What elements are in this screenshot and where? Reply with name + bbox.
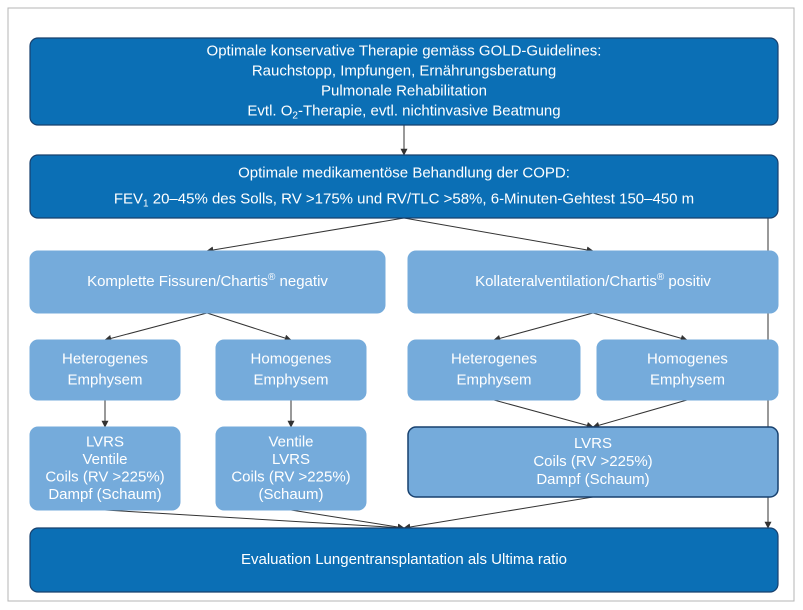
text-part: Dampf (Schaum): [536, 471, 649, 488]
node-text: FEV1 20–45% des Solls, RV >175% und RV/T…: [114, 190, 694, 209]
node: Evaluation Lungentransplantation als Ult…: [29, 527, 779, 593]
node-text: (Schaum): [258, 486, 323, 503]
text-part: ®: [657, 272, 665, 283]
node-box: [29, 250, 386, 314]
node-text: Optimale konservative Therapie gemäss GO…: [207, 42, 602, 59]
text-part: Emphysem: [456, 371, 531, 388]
node-text: Coils (RV >225%): [45, 468, 164, 485]
node-text: Pulmonale Rehabilitation: [321, 82, 487, 99]
frame: [7, 7, 795, 602]
node: Homogenes Emphysem: [215, 339, 367, 401]
text-part: 1: [143, 198, 149, 209]
node-text: Coils (RV >225%): [533, 453, 652, 470]
text-part: negativ: [275, 273, 328, 290]
text-part: Heterogenes: [62, 350, 148, 367]
node-box: [29, 37, 779, 126]
text-part: Pulmonale Rehabilitation: [321, 82, 487, 99]
node-box: [596, 339, 779, 401]
node: Optimale medikamentöse Behandlung der CO…: [29, 154, 779, 219]
text-part: -Therapie, evtl. nichtinvasive Beatmung: [298, 102, 561, 119]
node-box: [407, 339, 581, 401]
node-text: Dampf (Schaum): [48, 486, 161, 503]
node: Homogenes Emphysem: [596, 339, 779, 401]
node: Heterogenes Emphysem: [29, 339, 181, 401]
text-part: LVRS: [272, 451, 310, 468]
text-part: LVRS: [86, 433, 124, 450]
text-part: FEV: [114, 190, 143, 207]
node-text: Emphysem: [253, 371, 328, 388]
text-part: Ventile: [82, 451, 127, 468]
node-text: Evtl. O2-Therapie, evtl. nichtinvasive B…: [247, 102, 560, 121]
node-box: [29, 339, 181, 401]
node: Komplette Fissuren/Chartis® negativ: [29, 250, 386, 314]
text-part: Emphysem: [650, 371, 725, 388]
text-part: ®: [268, 272, 276, 283]
text-part: Kollateralventilation/Chartis: [475, 273, 657, 290]
node-text: Kollateralventilation/Chartis® positiv: [475, 272, 711, 290]
text-part: Coils (RV >225%): [231, 468, 350, 485]
text-part: Evtl. O: [247, 102, 292, 119]
node-box: [29, 426, 181, 511]
node-text: Homogenes: [251, 350, 332, 367]
text-part: Emphysem: [67, 371, 142, 388]
node-box: [407, 426, 779, 498]
node-text: Emphysem: [67, 371, 142, 388]
node-text: Homogenes: [647, 350, 728, 367]
node: Kollateralventilation/Chartis® positiv: [407, 250, 779, 314]
text-part: Coils (RV >225%): [45, 468, 164, 485]
node-box: [407, 250, 779, 314]
node-text: Emphysem: [650, 371, 725, 388]
node-text: Ventile: [82, 451, 127, 468]
text-part: Dampf (Schaum): [48, 486, 161, 503]
text-part: Optimale medikamentöse Behandlung der CO…: [238, 164, 570, 181]
text-part: 2: [292, 110, 298, 121]
text-part: Emphysem: [253, 371, 328, 388]
node-text: Komplette Fissuren/Chartis® negativ: [87, 272, 328, 290]
node-text: LVRS: [86, 433, 124, 450]
text-part: Evaluation Lungentransplantation als Ult…: [241, 551, 567, 568]
text-part: 20–45% des Solls, RV >175% und RV/TLC >5…: [149, 190, 695, 207]
node-text: Dampf (Schaum): [536, 471, 649, 488]
text-part: Homogenes: [647, 350, 728, 367]
node-text: Heterogenes: [451, 350, 537, 367]
node-box: [215, 426, 367, 511]
text-part: Coils (RV >225%): [533, 453, 652, 470]
node-text: Ventile: [268, 433, 313, 450]
text-part: Homogenes: [251, 350, 332, 367]
text-part: Komplette Fissuren/Chartis: [87, 273, 268, 290]
text-part: Optimale konservative Therapie gemäss GO…: [207, 42, 602, 59]
node-box: [29, 527, 779, 593]
node-text: LVRS: [272, 451, 310, 468]
node-text: LVRS: [574, 435, 612, 452]
node-text: Rauchstopp, Impfungen, Ernährungsberatun…: [252, 62, 556, 79]
text-part: (Schaum): [258, 486, 323, 503]
text-part: Rauchstopp, Impfungen, Ernährungsberatun…: [252, 62, 556, 79]
node-box: [29, 154, 779, 219]
node-text: Optimale medikamentöse Behandlung der CO…: [238, 164, 570, 181]
node: Heterogenes Emphysem: [407, 339, 581, 401]
node: Optimale konservative Therapie gemäss GO…: [29, 37, 779, 126]
text-part: Heterogenes: [451, 350, 537, 367]
node-text: Coils (RV >225%): [231, 468, 350, 485]
node-box: [215, 339, 367, 401]
node-text: Heterogenes: [62, 350, 148, 367]
node-text: Evaluation Lungentransplantation als Ult…: [241, 551, 567, 568]
text-part: positiv: [664, 273, 711, 290]
text-part: Ventile: [268, 433, 313, 450]
text-part: LVRS: [574, 435, 612, 452]
node-text: Emphysem: [456, 371, 531, 388]
